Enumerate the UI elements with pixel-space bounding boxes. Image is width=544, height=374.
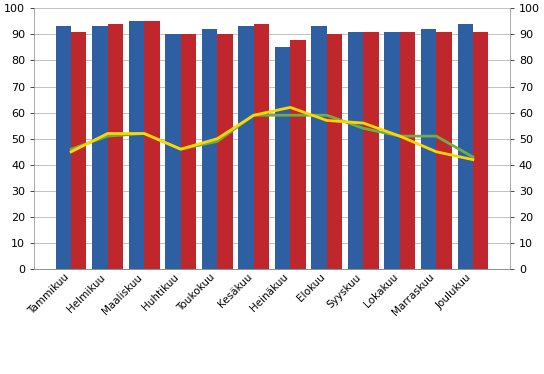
Bar [421,29,436,269]
Bar [56,27,71,269]
Käyttöaste 2015 [104,131,111,136]
Käyttöaste 2015 [214,137,220,141]
Bar [202,29,217,269]
Käyttöaste 2014 [397,134,403,138]
Bar [181,34,196,269]
Bar [436,32,452,269]
Bar [108,24,123,269]
Käyttöaste 2014 [177,147,184,151]
Käyttöaste 2015 [433,150,440,154]
Bar [363,32,379,269]
Käyttöaste 2015 [287,105,294,110]
Bar [144,21,159,269]
Bar [458,24,473,269]
Bar [400,32,415,269]
Käyttöaste 2014 [250,113,257,117]
Käyttöaste 2015 [141,131,147,136]
Käyttöaste 2015 [177,147,184,151]
Käyttöaste 2015 [360,121,367,125]
Käyttöaste 2014 [287,113,294,117]
Bar [275,47,290,269]
Bar [92,27,108,269]
Käyttöaste 2014 [469,155,476,159]
Käyttöaste 2015 [397,134,403,138]
Käyttöaste 2014 [68,147,75,151]
Bar [238,27,254,269]
Käyttöaste 2015 [469,157,476,162]
Käyttöaste 2014 [141,131,147,136]
Bar [473,32,488,269]
Käyttöaste 2014 [360,126,367,131]
Käyttöaste 2014 [214,139,220,144]
Käyttöaste 2014 [104,134,111,138]
Bar [348,32,363,269]
Bar [385,32,400,269]
Bar [165,34,181,269]
Line: Käyttöaste 2015: Käyttöaste 2015 [71,107,473,160]
Bar [217,34,233,269]
Käyttöaste 2014 [324,113,330,117]
Käyttöaste 2015 [68,150,75,154]
Bar [254,24,269,269]
Bar [290,40,306,269]
Line: Käyttöaste 2014: Käyttöaste 2014 [71,115,473,157]
Käyttöaste 2014 [433,134,440,138]
Bar [129,21,144,269]
Bar [327,34,342,269]
Käyttöaste 2015 [324,118,330,123]
Bar [71,32,86,269]
Bar [311,27,327,269]
Käyttöaste 2015 [250,113,257,117]
